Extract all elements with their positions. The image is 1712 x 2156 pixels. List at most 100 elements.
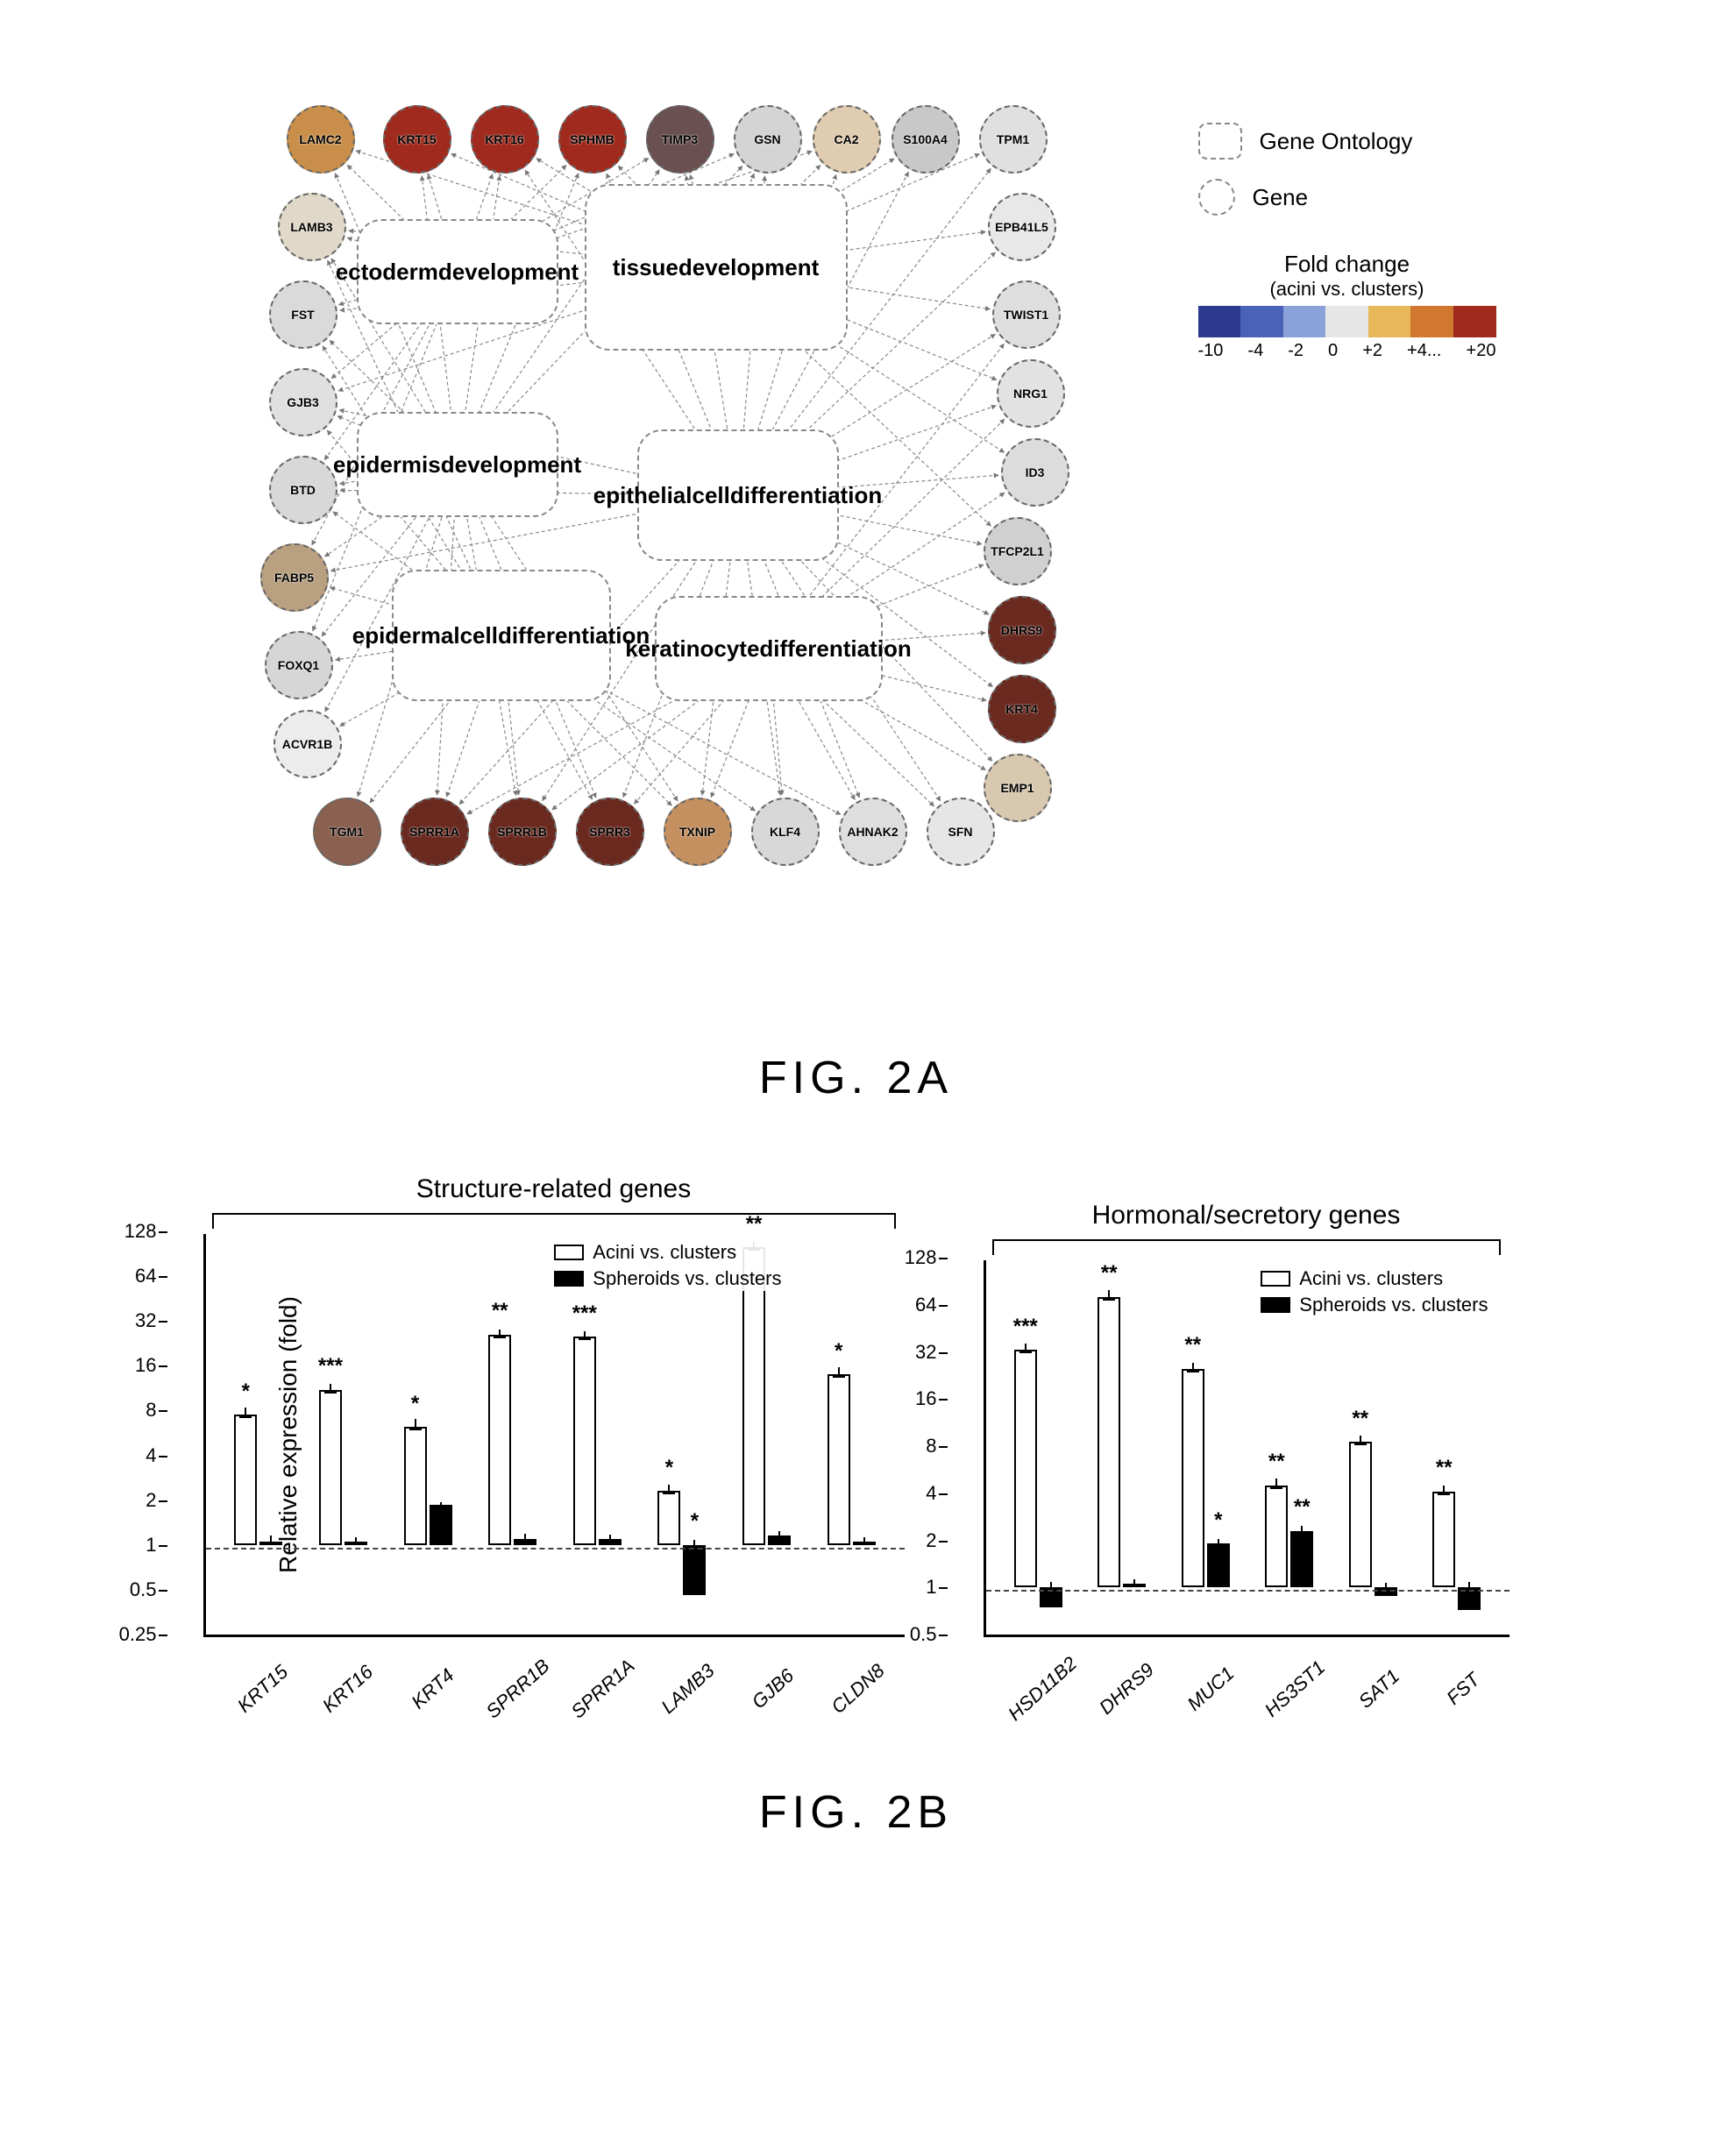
- y-tick: 4: [146, 1444, 156, 1467]
- gene-node-twist1: TWIST1: [992, 280, 1061, 349]
- heatmap-tick: -10: [1198, 341, 1224, 361]
- gene-node-timp3: TIMP3: [646, 105, 714, 174]
- gene-node-txnip: TXNIP: [664, 798, 732, 866]
- chart1-legend: Acini vs. clusters Spheroids vs. cluster…: [554, 1239, 781, 1291]
- x-label: SPRR1B: [479, 1652, 557, 1726]
- gene-node-acvr1b: ACVR1B: [273, 710, 342, 778]
- y-tick: 0.25: [119, 1623, 157, 1646]
- y-tick: 32: [915, 1341, 936, 1364]
- bar-group: **: [1332, 1442, 1416, 1635]
- y-tick: 1: [926, 1576, 936, 1599]
- significance-marker: **: [1184, 1336, 1201, 1355]
- network-diagram: tissuedevelopment ectodermdevelopment epid…: [217, 79, 1093, 868]
- chart1-refline: [206, 1548, 905, 1550]
- x-label: GJB6: [734, 1652, 812, 1726]
- x-label: SPRR1A: [564, 1652, 642, 1726]
- significance-marker: *: [242, 1382, 250, 1401]
- x-label: MUC1: [1172, 1652, 1250, 1726]
- bar-black: [514, 1539, 536, 1545]
- heatmap-segment: [1410, 306, 1453, 337]
- bar-white: **: [1182, 1369, 1204, 1588]
- y-tick: 0.5: [910, 1623, 937, 1646]
- gene-node-tgm1: TGM1: [313, 798, 381, 866]
- legend-swatch-white: [554, 1245, 584, 1260]
- heatmap-segment: [1368, 306, 1411, 337]
- heatmap-tick: 0: [1328, 341, 1338, 361]
- chart-hormonal-genes: Hormonal/secretory genes 0.5124816326412…: [984, 1201, 1510, 1681]
- bar-group: ***: [997, 1350, 1081, 1635]
- fold-change-legend: Fold change (acini vs. clusters) -10-4-2…: [1198, 251, 1496, 361]
- legend-black-label: Spheroids vs. clusters: [1299, 1292, 1488, 1318]
- gene-node-btd: BTD: [269, 456, 337, 524]
- chart2-plot: 0.51248163264128 **************** Acini …: [984, 1260, 1510, 1637]
- bar-group: **: [1415, 1492, 1499, 1635]
- bar-black: [259, 1542, 282, 1545]
- y-tick: 128: [124, 1220, 157, 1243]
- chart1-xlabels: KRT15KRT16KRT4SPRR1BSPRR1ALAMB3GJB6CLDN8: [203, 1637, 905, 1681]
- bar-black: [768, 1535, 791, 1544]
- gene-node-lamb3: LAMB3: [278, 193, 346, 261]
- y-tick: 8: [146, 1399, 156, 1422]
- bar-black: **: [1290, 1531, 1313, 1588]
- heatmap-ticks: -10-4-20+2+4...+20: [1198, 341, 1496, 361]
- significance-marker: **: [1294, 1498, 1311, 1517]
- heatmap-segment: [1283, 306, 1326, 337]
- significance-marker: *: [665, 1458, 673, 1478]
- legend-swatch-black: [1261, 1297, 1290, 1313]
- go-box-ectoderm: ectodermdevelopment: [357, 219, 558, 324]
- gene-node-s100a4: S100A4: [892, 105, 960, 174]
- gene-node-ahnak2: AHNAK2: [839, 798, 907, 866]
- x-label: CLDN8: [819, 1652, 897, 1726]
- gene-node-klf4: KLF4: [751, 798, 820, 866]
- heatmap-tick: -4: [1247, 341, 1263, 361]
- gene-node-gjb3: GJB3: [269, 368, 337, 436]
- y-tick: 2: [146, 1489, 156, 1512]
- gene-node-sphmb: SPHMB: [558, 105, 627, 174]
- bar-white: **: [1432, 1492, 1455, 1587]
- significance-marker: **: [1436, 1458, 1453, 1478]
- significance-marker: ***: [318, 1357, 343, 1376]
- gene-node-epb41l5: EPB41L5: [988, 193, 1056, 261]
- significance-marker: ***: [572, 1304, 597, 1323]
- go-box-tissue: tissuedevelopment: [585, 184, 848, 351]
- gene-node-nrg1: NRG1: [997, 359, 1065, 428]
- chart1-title: Structure-related genes: [203, 1174, 905, 1204]
- legend-white-label: Acini vs. clusters: [593, 1239, 736, 1266]
- x-label: KRT16: [309, 1652, 387, 1726]
- significance-marker: ***: [1013, 1317, 1038, 1337]
- gene-node-sprr1a: SPRR1A: [401, 798, 469, 866]
- x-label: HSD11B2: [1004, 1652, 1082, 1726]
- chart2-bracket: [992, 1239, 1501, 1255]
- heatmap-tick: -2: [1288, 341, 1304, 361]
- chart2-xlabels: HSD11B2DHRS9MUC1HS3ST1SAT1FST: [984, 1637, 1510, 1681]
- chart2-refline: [986, 1590, 1510, 1592]
- significance-marker: **: [492, 1301, 508, 1321]
- bar-black: [345, 1542, 367, 1545]
- figure-2b: Structure-related genes Relative express…: [88, 1174, 1624, 1681]
- gene-node-krt16: KRT16: [471, 105, 539, 174]
- y-tick: 64: [135, 1265, 156, 1287]
- legend-go-label: Gene Ontology: [1260, 128, 1413, 155]
- x-label: KRT4: [394, 1652, 472, 1726]
- go-box-epidermis: epidermisdevelopment: [357, 412, 558, 517]
- chart2-legend: Acini vs. clusters Spheroids vs. cluster…: [1261, 1266, 1488, 1317]
- legend-go-swatch: [1198, 123, 1242, 160]
- significance-marker: *: [411, 1394, 419, 1414]
- bar-group: **: [640, 1491, 725, 1635]
- legend-swatch-white: [1261, 1271, 1290, 1287]
- bar-group: *: [217, 1415, 302, 1635]
- bar-group: **: [1080, 1297, 1164, 1635]
- bar-white: **: [1265, 1486, 1288, 1588]
- heatmap-bar: [1198, 306, 1496, 337]
- significance-marker: *: [691, 1512, 699, 1531]
- significance-marker: **: [746, 1215, 763, 1234]
- gene-node-lamc2: LAMC2: [287, 105, 355, 174]
- bar-group: *: [809, 1374, 894, 1635]
- gene-node-ca2: CA2: [813, 105, 881, 174]
- go-box-epithelial: epithelialcelldifferentiation: [637, 429, 839, 561]
- bar-black: [1123, 1584, 1146, 1587]
- fold-change-subtitle: (acini vs. clusters): [1198, 278, 1496, 301]
- gene-node-sprr1b: SPRR1B: [488, 798, 557, 866]
- y-tick: 1: [146, 1534, 156, 1557]
- heatmap-tick: +20: [1467, 341, 1496, 361]
